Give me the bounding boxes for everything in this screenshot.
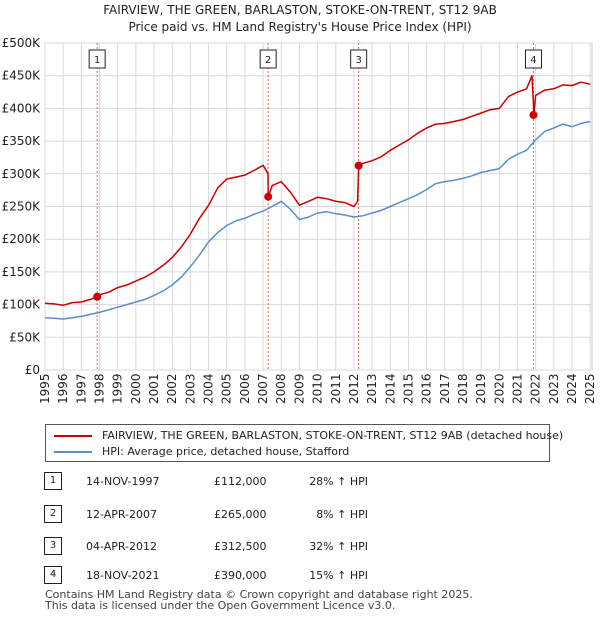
- x-tick-label: 1997: [74, 373, 88, 404]
- y-tick-label: £100K: [2, 298, 42, 312]
- sale-marker-number: 4: [530, 55, 536, 66]
- chart-title-line2: Price paid vs. HM Land Registry's House …: [128, 20, 471, 34]
- sale-row: 1 14-NOV-1997 £112,000 28% ↑ HPI: [44, 472, 384, 490]
- x-tick-label: 1996: [56, 373, 70, 404]
- y-tick-label: £200K: [2, 232, 42, 246]
- sale-point: [354, 161, 363, 170]
- chart-title-line1: FAIRVIEW, THE GREEN, BARLASTON, STOKE-ON…: [103, 3, 497, 17]
- sale-row: 4 18-NOV-2021 £390,000 15% ↑ HPI: [44, 566, 384, 584]
- footer-copyright: Contains HM Land Registry data © Crown c…: [45, 588, 473, 601]
- x-tick-label: 1995: [38, 373, 52, 404]
- sale-marker-labels: 1 2 3 4: [88, 49, 542, 69]
- sale-number-badge: 4: [44, 566, 62, 584]
- y-tick-label: £0: [25, 363, 40, 377]
- property-price-line: [44, 74, 591, 307]
- x-tick-label: 2003: [183, 373, 197, 404]
- x-tick-label: 2002: [165, 373, 179, 404]
- x-axis-ticks: 1995 1996 1997 1998 1999 2000 2001 2002 2003 2004…: [38, 373, 597, 404]
- x-tick-label: 2024: [565, 373, 579, 404]
- x-tick-label: 2023: [547, 373, 561, 404]
- x-tick-label: 1998: [93, 373, 107, 404]
- y-tick-label: £250K: [2, 200, 42, 214]
- sale-point: [93, 292, 102, 301]
- sale-marker-box: [88, 49, 106, 69]
- price-chart: FAIRVIEW, THE GREEN, BARLASTON, STOKE-ON…: [2, 3, 598, 404]
- sale-marker-lines: [96, 43, 534, 370]
- x-tick-label: 2013: [365, 373, 379, 404]
- sale-number-badge: 2: [44, 505, 62, 523]
- legend-swatch-hpi: [54, 451, 92, 453]
- sale-price: £312,500: [214, 540, 267, 553]
- y-tick-label: £50K: [9, 330, 41, 344]
- sale-number-badge: 3: [44, 537, 62, 555]
- sale-date: 12-APR-2007: [86, 508, 158, 521]
- sale-point: [529, 110, 538, 119]
- sale-marker-box: [259, 49, 277, 69]
- x-tick-label: 2009: [292, 373, 306, 404]
- y-tick-label: £300K: [2, 167, 42, 181]
- x-tick-label: 2008: [274, 373, 288, 404]
- x-tick-label: 2006: [238, 373, 252, 404]
- hpi-line: [44, 120, 591, 320]
- x-tick-label: 2015: [401, 373, 415, 404]
- sale-row: 2 12-APR-2007 £265,000 8% ↑ HPI: [44, 505, 384, 523]
- sale-row: 3 04-APR-2012 £312,500 32% ↑ HPI: [44, 537, 384, 555]
- y-tick-label: £350K: [2, 134, 42, 148]
- x-tick-label: 2025: [583, 373, 597, 404]
- sale-hpi-diff: 32% ↑ HPI: [309, 540, 368, 553]
- sale-date: 18-NOV-2021: [86, 569, 160, 582]
- sale-price: £265,000: [214, 508, 267, 521]
- x-tick-label: 2001: [147, 373, 161, 404]
- grid: [44, 42, 593, 371]
- x-tick-label: 2000: [129, 373, 143, 404]
- y-tick-label: £150K: [2, 265, 42, 279]
- series-lines: [44, 74, 591, 320]
- sale-marker-box: [524, 49, 542, 69]
- legend-item-property: FAIRVIEW, THE GREEN, BARLASTON, STOKE-ON…: [54, 428, 563, 444]
- legend-label-property: FAIRVIEW, THE GREEN, BARLASTON, STOKE-ON…: [102, 429, 564, 442]
- sale-price: £390,000: [214, 569, 267, 582]
- y-tick-label: £400K: [2, 101, 42, 115]
- x-tick-label: 2007: [256, 373, 270, 404]
- x-tick-label: 2014: [383, 373, 397, 404]
- sale-date: 04-APR-2012: [86, 540, 158, 553]
- x-tick-label: 2022: [529, 373, 543, 404]
- y-tick-label: £500K: [2, 36, 42, 50]
- footer-licence: This data is licensed under the Open Gov…: [45, 599, 396, 612]
- sale-marker-box: [350, 49, 368, 69]
- legend-swatch-property: [54, 435, 92, 437]
- legend-item-hpi: HPI: Average price, detached house, Staf…: [54, 444, 349, 460]
- x-tick-label: 2021: [510, 373, 524, 404]
- legend: FAIRVIEW, THE GREEN, BARLASTON, STOKE-ON…: [45, 424, 563, 462]
- sale-hpi-diff: 28% ↑ HPI: [309, 475, 368, 488]
- sale-marker-number: 3: [355, 55, 361, 66]
- x-tick-label: 2020: [492, 373, 506, 404]
- x-tick-label: 2010: [311, 373, 325, 404]
- sale-hpi-diff: 8% ↑ HPI: [316, 508, 368, 521]
- x-tick-label: 2019: [474, 373, 488, 404]
- sale-price: £112,000: [214, 475, 267, 488]
- x-tick-label: 2011: [329, 373, 343, 404]
- legend-label-hpi: HPI: Average price, detached house, Staf…: [102, 445, 350, 458]
- y-tick-label: £450K: [2, 69, 42, 83]
- x-tick-label: 2018: [456, 373, 470, 404]
- x-tick-label: 2005: [220, 373, 234, 404]
- x-tick-label: 2012: [347, 373, 361, 404]
- x-tick-label: 2004: [202, 373, 216, 404]
- sale-number-badge: 1: [44, 472, 62, 490]
- footer-attribution: Contains HM Land Registry data © Crown c…: [45, 589, 473, 611]
- x-tick-label: 1999: [111, 373, 125, 404]
- x-tick-label: 2016: [420, 373, 434, 404]
- sale-dots: [93, 110, 538, 301]
- sale-hpi-diff: 15% ↑ HPI: [309, 569, 368, 582]
- x-tick-label: 2017: [438, 373, 452, 404]
- sale-point: [264, 192, 273, 201]
- y-axis-ticks: £0 £50K £100K £150K £200K £250K £300K £350K £400…: [2, 36, 42, 377]
- sale-date: 14-NOV-1997: [86, 475, 160, 488]
- sale-marker-number: 1: [94, 55, 100, 66]
- sale-marker-number: 2: [265, 55, 271, 66]
